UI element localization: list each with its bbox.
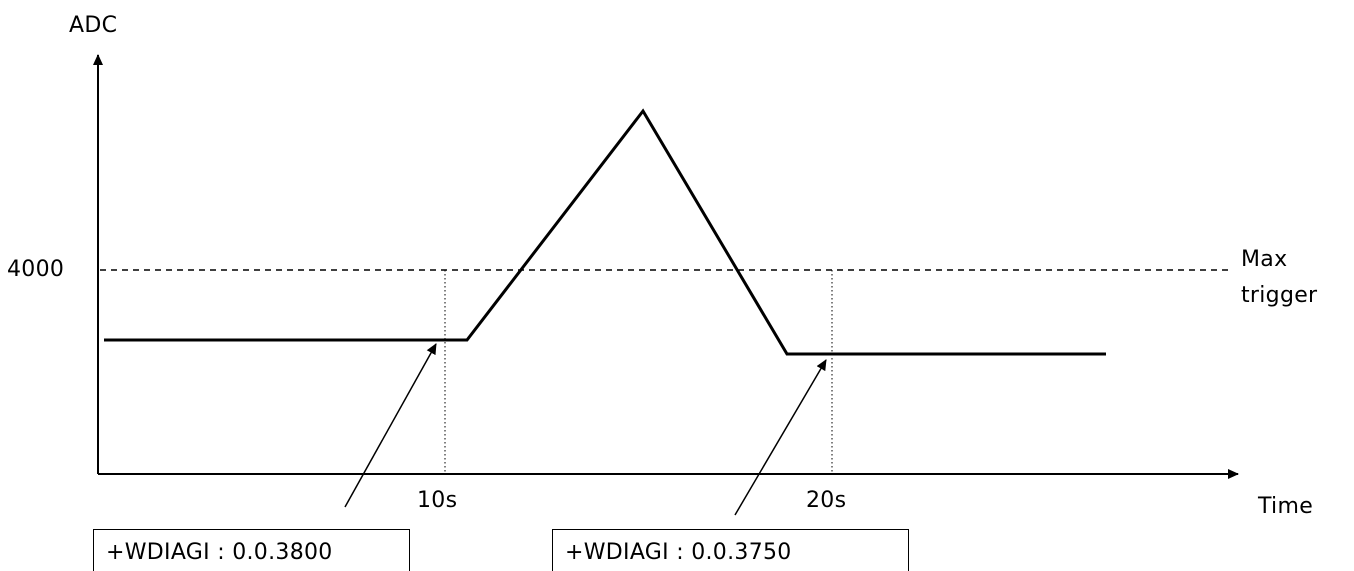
x-tick-10s: 10s <box>417 488 458 513</box>
annotation-box-2: +WDIAGI : 0.0.3750 <box>552 529 909 571</box>
annotation-arrow-2 <box>734 359 827 516</box>
annotation-arrow-1 <box>344 343 437 508</box>
max-trigger-label-line1: Max <box>1241 247 1288 272</box>
y-axis-label: ADC <box>69 13 118 38</box>
y-tick-4000: 4000 <box>7 257 65 282</box>
x-tick-20s: 20s <box>806 488 847 513</box>
max-trigger-label-line2: trigger <box>1241 283 1318 308</box>
x-axis-label: Time <box>1258 494 1314 519</box>
adc-signal-line <box>104 108 1106 356</box>
annotation-box-1: +WDIAGI : 0.0.3800 <box>93 529 410 571</box>
